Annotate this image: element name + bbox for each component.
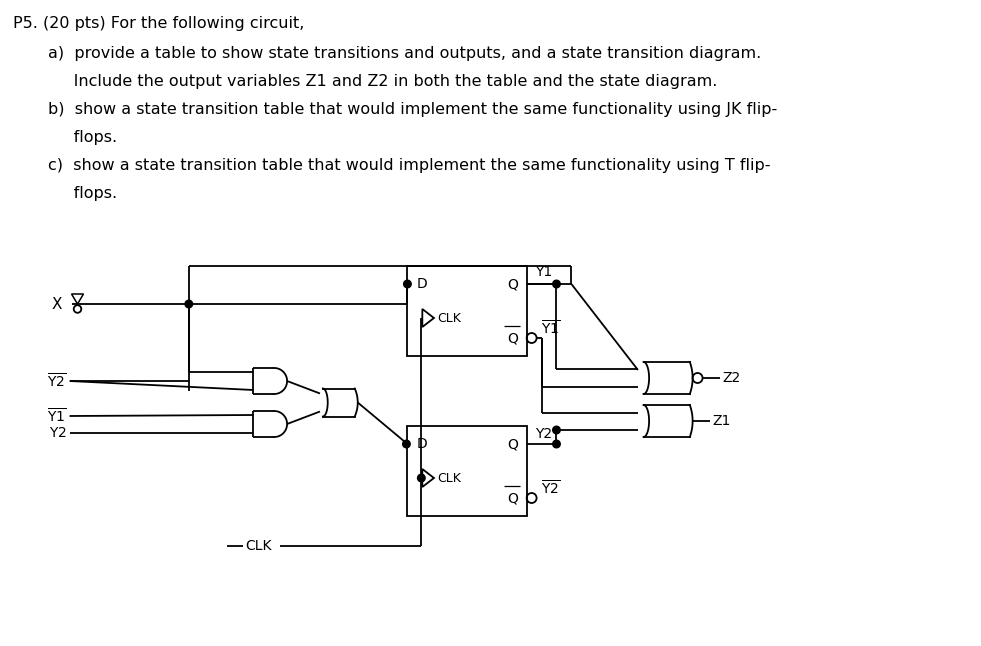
Circle shape — [403, 280, 411, 288]
Circle shape — [185, 300, 192, 307]
Text: Q: Q — [507, 331, 518, 345]
Text: D: D — [416, 437, 427, 451]
Circle shape — [552, 440, 560, 448]
Text: $\overline{\mathrm{Y1}}$: $\overline{\mathrm{Y1}}$ — [541, 319, 560, 337]
Circle shape — [402, 440, 410, 448]
Text: P5. (20 pts) For the following circuit,: P5. (20 pts) For the following circuit, — [13, 16, 304, 31]
Text: $\overline{\mathrm{Y2}}$: $\overline{\mathrm{Y2}}$ — [47, 372, 67, 390]
Text: Q: Q — [507, 491, 518, 505]
Text: Y1: Y1 — [535, 265, 552, 279]
Text: $\overline{\mathrm{Y1}}$: $\overline{\mathrm{Y1}}$ — [47, 407, 67, 425]
Text: Q: Q — [507, 437, 518, 451]
Text: D: D — [416, 277, 427, 291]
Text: b)  show a state transition table that would implement the same functionality us: b) show a state transition table that wo… — [48, 102, 777, 117]
Text: a)  provide a table to show state transitions and outputs, and a state transitio: a) provide a table to show state transit… — [48, 46, 761, 61]
Text: Z2: Z2 — [722, 371, 741, 385]
Text: Z1: Z1 — [712, 414, 731, 428]
Text: c)  show a state transition table that would implement the same functionality us: c) show a state transition table that wo… — [48, 158, 770, 173]
Text: $\mathrm{Y2}$: $\mathrm{Y2}$ — [49, 426, 67, 440]
Text: CLK: CLK — [438, 472, 461, 484]
Text: X: X — [52, 297, 62, 311]
Text: CLK: CLK — [438, 311, 461, 324]
Text: $\overline{\mathrm{Y2}}$: $\overline{\mathrm{Y2}}$ — [541, 479, 560, 497]
Bar — [407, 266, 527, 356]
Text: flops.: flops. — [48, 130, 117, 145]
Bar — [407, 426, 527, 516]
Text: CLK: CLK — [245, 539, 272, 553]
Text: Include the output variables Z1 and Z2 in both the table and the state diagram.: Include the output variables Z1 and Z2 i… — [48, 74, 717, 89]
Text: flops.: flops. — [48, 186, 117, 201]
Text: Y2: Y2 — [535, 427, 551, 441]
Circle shape — [552, 426, 560, 434]
Text: Q: Q — [507, 277, 518, 291]
Circle shape — [552, 280, 560, 288]
Circle shape — [418, 474, 425, 482]
